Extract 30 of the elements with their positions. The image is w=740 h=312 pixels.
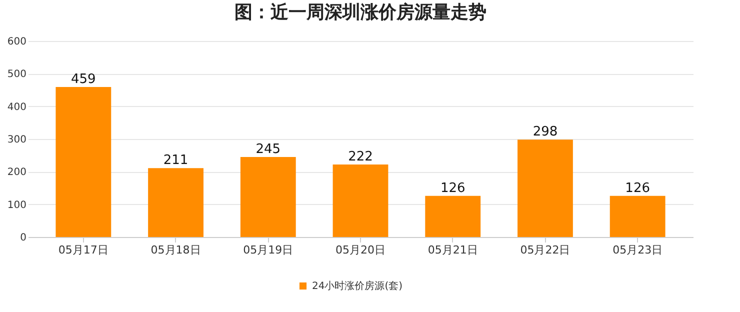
x-tick-label: 05月22日 — [520, 244, 570, 256]
y-tick-label: 400 — [7, 102, 26, 113]
x-tick-label: 05月18日 — [150, 244, 201, 256]
x-tick-label: 05月19日 — [243, 244, 294, 256]
bar — [518, 140, 573, 237]
y-tick-label: 200 — [7, 167, 26, 178]
bar — [56, 87, 112, 237]
data-label: 126 — [440, 180, 466, 196]
x-tick-label: 05月17日 — [58, 244, 108, 256]
data-label: 222 — [348, 149, 373, 164]
x-tick-label: 05月20日 — [336, 244, 386, 256]
data-label: 211 — [163, 153, 188, 168]
y-tick-label: 300 — [7, 134, 26, 146]
data-label: 245 — [256, 142, 281, 157]
y-tick-label: 500 — [7, 69, 26, 80]
bar — [332, 164, 388, 237]
chart-title: 图：近一周深圳涨价房源量走势 — [234, 2, 486, 23]
y-tick-label: 100 — [7, 200, 26, 211]
x-tick-label: 05月23日 — [612, 244, 663, 256]
y-tick-label: 0 — [20, 232, 26, 244]
bar — [148, 168, 204, 237]
y-tick-label: 600 — [7, 36, 26, 48]
x-tick-label: 05月21日 — [428, 244, 478, 256]
bar — [425, 196, 481, 237]
data-label: 126 — [625, 180, 650, 196]
bar — [240, 156, 296, 237]
data-label: 298 — [532, 124, 558, 140]
legend-label: 24小时涨价房源(套) — [312, 280, 403, 292]
bar — [610, 196, 666, 237]
data-label: 459 — [71, 72, 96, 88]
